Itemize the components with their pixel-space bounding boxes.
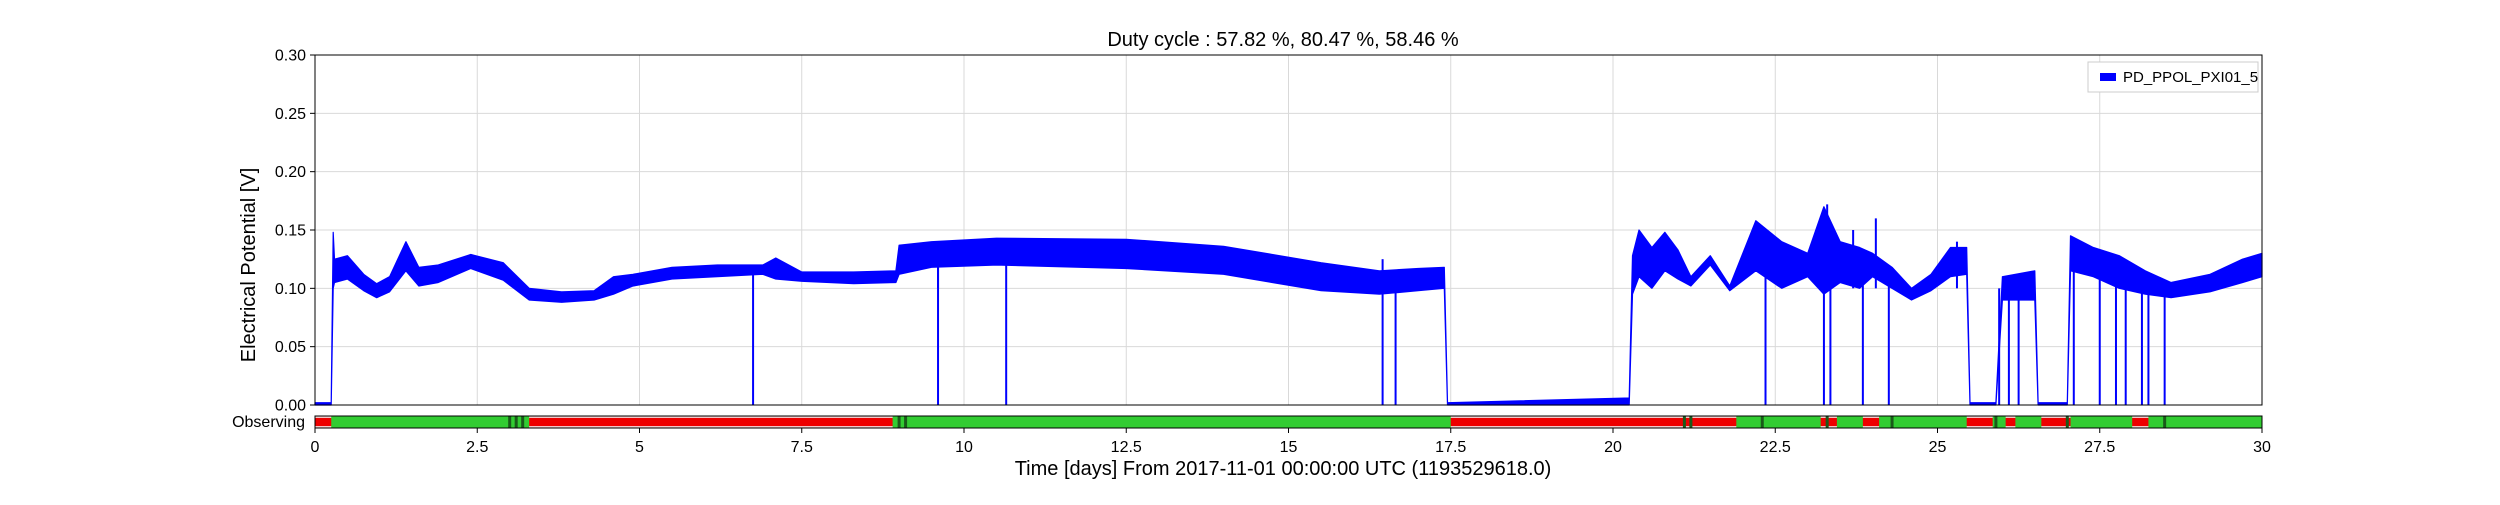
state-bar-marker <box>1689 416 1693 428</box>
state-bar-marker <box>904 416 908 428</box>
state-bar-marker <box>521 416 525 428</box>
x-tick-label: 10 <box>955 439 973 456</box>
x-tick-label: 5 <box>635 439 644 456</box>
state-bar-marker <box>514 416 518 428</box>
state-bar-on-segment <box>1879 416 1967 428</box>
state-bar-marker <box>1760 416 1764 428</box>
state-bar-marker <box>508 416 512 428</box>
legend-label: PD_PPOL_PXI01_5 <box>2123 69 2258 86</box>
x-tick-label: 0 <box>311 439 320 456</box>
x-tick-label: 30 <box>2253 439 2271 456</box>
state-bar-on-segment <box>1836 416 1863 428</box>
tick-layer: 0 2.5 5 7.5 10 12.5 15 17.5 20 22.5 25 27.5 30 0.00 0.… <box>275 48 2271 457</box>
state-bar-on-segment <box>2070 416 2133 428</box>
state-bar-on-segment <box>1736 416 1821 428</box>
state-bar-marker <box>2065 416 2069 428</box>
x-tick-label: 17.5 <box>1435 439 1466 456</box>
x-tick-label: 27.5 <box>2084 439 2115 456</box>
legend-box <box>2087 61 2259 93</box>
legend: PD_PPOL_PXI01_5 <box>2087 61 2259 93</box>
y-tick-label: 0.00 <box>275 398 306 415</box>
state-bar-marker <box>1682 416 1686 428</box>
chart-title: Duty cycle : 57.82 %, 80.47 %, 58.46 % <box>1107 29 1459 51</box>
y-tick-label: 0.15 <box>275 223 306 240</box>
y-tick-label: 0.25 <box>275 106 306 123</box>
state-bar-marker <box>1994 416 1998 428</box>
state-bar-on-segment <box>331 416 530 428</box>
y-axis-title: Electrical Potential [V] <box>238 168 260 363</box>
series-layer <box>314 204 2263 406</box>
legend-swatch <box>2100 73 2116 81</box>
state-bar-marker <box>1825 416 1829 428</box>
y-tick-label: 0.10 <box>275 281 306 298</box>
x-tick-label: 7.5 <box>791 439 813 456</box>
x-tick-label: 20 <box>1604 439 1622 456</box>
x-tick-label: 22.5 <box>1760 439 1791 456</box>
state-bar-on-segment <box>892 416 1451 428</box>
y-tick-label: 0.30 <box>275 48 306 65</box>
x-axis-title: Time [days] From 2017-11-01 00:00:00 UTC… <box>1015 458 1552 480</box>
x-tick-label: 12.5 <box>1111 439 1142 456</box>
y-tick-label: 0.20 <box>275 164 306 181</box>
state-bar-label: Observing <box>232 414 305 431</box>
state-bar-marker <box>2163 416 2167 428</box>
x-tick-label: 2.5 <box>466 439 488 456</box>
state-bar-on-segment <box>2148 416 2262 428</box>
x-tick-label: 25 <box>1929 439 1947 456</box>
y-tick-label: 0.05 <box>275 339 306 356</box>
x-tick-label: 15 <box>1280 439 1298 456</box>
state-bar-marker <box>897 416 901 428</box>
state-bar-marker <box>1890 416 1894 428</box>
state-bar-on-segment <box>2015 416 2042 428</box>
grid-lines <box>314 54 2263 406</box>
observing-state-bar <box>314 415 2263 429</box>
